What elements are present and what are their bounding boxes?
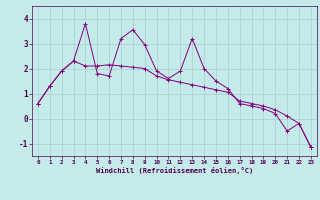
X-axis label: Windchill (Refroidissement éolien,°C): Windchill (Refroidissement éolien,°C) (96, 167, 253, 174)
